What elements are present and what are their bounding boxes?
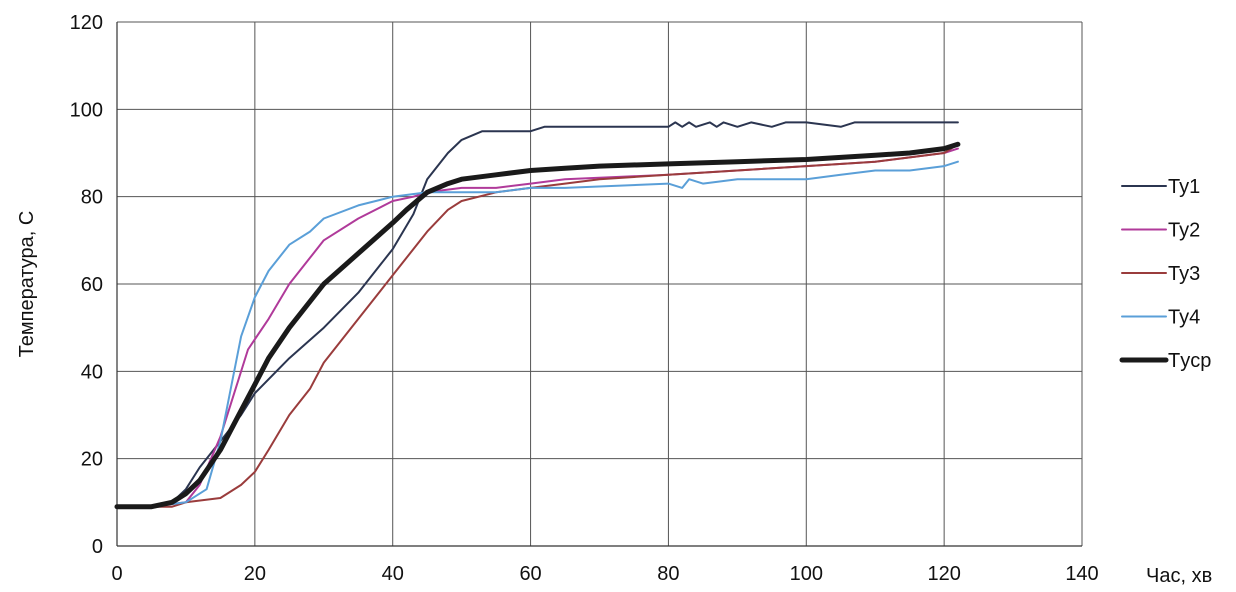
x-tick-label: 80	[657, 563, 679, 585]
legend-entry-label: Ту4	[1168, 307, 1200, 329]
y-tick-label: 100	[70, 99, 103, 121]
legend-entry-label: Ту3	[1168, 263, 1200, 285]
axes: 0 20 40 60 80 100 120 140 0 20 40 60 80 100 120	[70, 12, 1099, 585]
legend-entry-label: Ту2	[1168, 220, 1200, 242]
x-tick-label: 140	[1065, 563, 1098, 585]
y-tick-label: 40	[81, 361, 103, 383]
x-axis-label: Час, хв	[1146, 565, 1212, 587]
x-tick-label: 100	[790, 563, 823, 585]
x-tick-label: 20	[244, 563, 266, 585]
legend-entry-label: Ту1	[1168, 176, 1200, 198]
x-tick-label: 40	[382, 563, 404, 585]
x-tick-label: 120	[927, 563, 960, 585]
legend: Ту1 Ту2 Ту3 Ту4 Тyср	[1119, 176, 1211, 372]
series-line-4	[116, 160, 959, 508]
y-axis-label: Температура, С	[16, 211, 38, 358]
y-tick-label: 120	[70, 12, 103, 34]
y-tick-label: 80	[81, 187, 103, 209]
legend-entry-label: Тyср	[1168, 350, 1211, 372]
y-tick-label: 60	[81, 274, 103, 296]
grid	[117, 21, 1083, 546]
series-line-1	[116, 121, 959, 508]
x-tick-label: 60	[519, 563, 541, 585]
y-tick-label: 20	[81, 449, 103, 471]
x-tick-label: 0	[111, 563, 122, 585]
series-lines	[114, 121, 961, 510]
series-line-3	[116, 143, 959, 508]
y-tick-label: 0	[92, 536, 103, 558]
series-line-5	[114, 141, 961, 510]
